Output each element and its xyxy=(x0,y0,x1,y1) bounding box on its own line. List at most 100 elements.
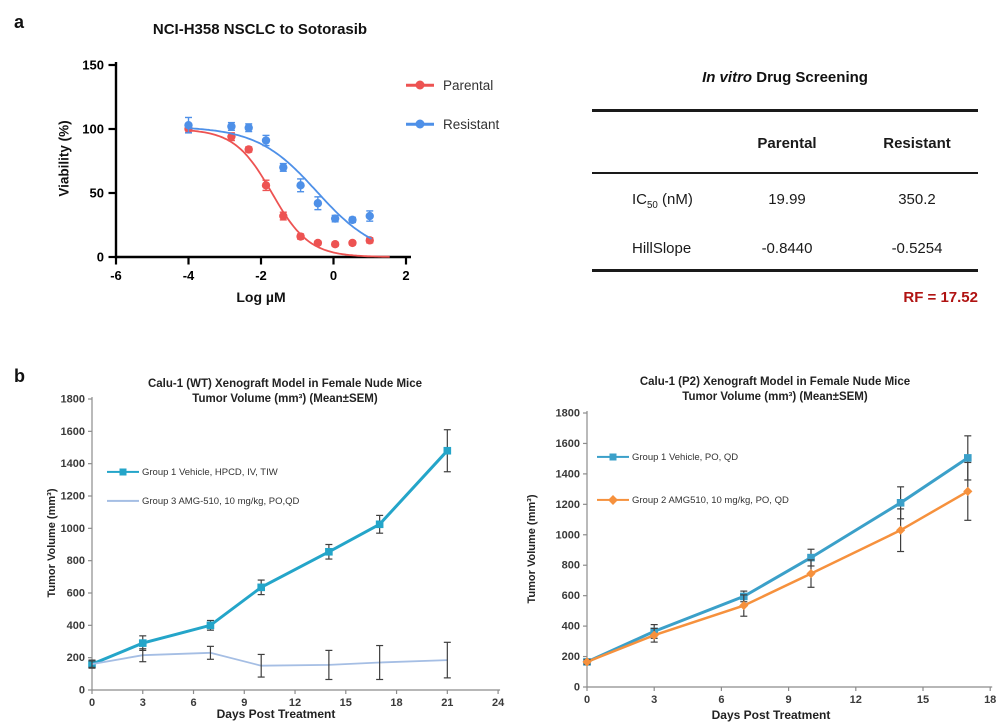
table-header-row: Parental Resistant xyxy=(560,133,980,155)
xeno-y-tick-label: 1800 xyxy=(61,393,85,405)
xenograft-wt-legend: Group 1 Vehicle, HPCD, IV, TIW Group 3 A… xyxy=(107,464,299,522)
table-mid-rule xyxy=(592,172,978,174)
dose-series-parental xyxy=(184,124,390,258)
data-point xyxy=(964,454,972,462)
ic50-parental-value: 19.99 xyxy=(768,191,806,208)
legend-item-parental: Parental xyxy=(406,73,499,97)
xeno-x-tick-label: 0 xyxy=(584,694,590,706)
resistant-marker-icon xyxy=(406,118,434,130)
xeno-y-tick-label: 1400 xyxy=(556,468,580,480)
data-point xyxy=(313,238,323,248)
legend-item-group3-amg510: Group 3 AMG-510, 10 mg/kg, PO,QD xyxy=(107,493,299,509)
data-point xyxy=(443,446,452,455)
data-point xyxy=(348,238,357,248)
xeno-y-tick-label: 0 xyxy=(574,682,580,694)
data-point xyxy=(206,621,215,630)
dose-x-tick-label: -2 xyxy=(255,268,267,283)
legend-item-resistant: Resistant xyxy=(406,112,499,136)
drug-screening-table: In vitro Drug Screening Parental Resista… xyxy=(560,55,980,325)
xeno-x-tick-label: 6 xyxy=(718,694,724,706)
xeno-x-tick-label: 24 xyxy=(492,697,505,709)
dose-x-tick-label: -4 xyxy=(183,268,195,283)
data-point xyxy=(330,240,340,249)
dose-chart-svg: 0 50 100 150 -6 -4 -2 0 2 xyxy=(82,58,411,283)
xeno-x-tick-label: 3 xyxy=(651,694,657,706)
xenograft-wt-svg: 0 200 400 600 800 1000 1200 1400 1600 1800 0 3 6 9 12 1… xyxy=(61,393,506,709)
xeno-y-tick-label: 1400 xyxy=(61,458,85,470)
xeno-x-tick-label: 3 xyxy=(140,697,146,709)
xeno-x-tick-label: 15 xyxy=(917,694,929,706)
xenograft-chart-wt: 0 200 400 600 800 1000 1200 1400 1600 1800 0 3 6 9 12 1… xyxy=(30,365,520,725)
data-point xyxy=(330,214,340,223)
legend-label-parental: Parental xyxy=(443,77,494,93)
xeno-axes: 0 200 400 600 800 1000 1200 1400 1600 1800 0 3 6 9 12 1… xyxy=(61,393,506,709)
data-point xyxy=(184,120,193,130)
xeno-x-tick-label: 18 xyxy=(984,694,996,706)
data-point xyxy=(806,568,816,579)
xeno-y-tick-label: 1600 xyxy=(556,438,580,450)
data-point xyxy=(296,232,305,241)
xeno-y-tick-label: 1200 xyxy=(61,490,85,502)
xeno-axes: 0 200 400 600 800 1000 1200 1400 1600 1800 0 3 6 9 12 1… xyxy=(556,408,997,706)
hillslope-label: HillSlope xyxy=(632,240,692,257)
data-point xyxy=(244,145,253,154)
hillslope-parental-value: -0.8440 xyxy=(761,240,813,257)
table-title-rest: Drug Screening xyxy=(752,69,868,86)
group3-marker-icon xyxy=(107,496,139,506)
xeno-series xyxy=(88,641,451,681)
xeno-x-tick-label: 9 xyxy=(786,694,792,706)
series-line xyxy=(91,651,448,667)
dose-x-axis-label: Log µM xyxy=(236,289,286,305)
xeno-x-tick-label: 12 xyxy=(850,694,862,706)
xeno-series xyxy=(88,429,452,669)
xeno-x-tick-label: 21 xyxy=(441,697,453,709)
data-point xyxy=(313,199,323,208)
xenograft-p2-title: Calu-1 (P2) Xenograft Model in Female Nu… xyxy=(639,376,911,403)
xenograft-p2-y-axis-label: Tumor Volume (mm³) xyxy=(526,494,538,604)
xeno-y-tick-label: 800 xyxy=(562,560,580,572)
table-row-ic50: IC50 (nM) 19.99 350.2 xyxy=(560,189,980,211)
panel-b-label: b xyxy=(14,366,25,386)
xenograft-wt-title: Calu-1 (WT) Xenograft Model in Female Nu… xyxy=(147,378,423,405)
xenograft-chart-p2: 0 200 400 600 800 1000 1200 1400 1600 1800 0 3 6 9 12 1… xyxy=(520,365,1000,725)
xeno-x-tick-label: 15 xyxy=(340,697,352,709)
xeno-x-tick-label: 6 xyxy=(190,697,196,709)
xeno-y-tick-label: 200 xyxy=(562,651,580,663)
panel-a-label: a xyxy=(14,12,25,32)
dose-x-tick-label: 2 xyxy=(402,268,409,283)
table-bottom-rule xyxy=(592,269,978,272)
xeno-x-tick-label: 0 xyxy=(89,697,95,709)
xeno-x-tick-label: 12 xyxy=(289,697,301,709)
xeno-y-tick-label: 600 xyxy=(67,587,85,599)
dose-response-chart: 0 50 100 150 -6 -4 -2 0 2 NCI-H358 NSCLC to Soto… xyxy=(0,0,540,330)
data-point xyxy=(649,630,659,640)
data-point xyxy=(257,583,265,592)
legend-label-resistant: Resistant xyxy=(443,116,500,132)
table-title-italic: In vitro xyxy=(702,69,753,86)
xeno-y-tick-label: 800 xyxy=(67,555,85,567)
xeno-y-tick-label: 400 xyxy=(562,621,580,633)
xeno-x-tick-label: 18 xyxy=(390,697,402,709)
xeno-series xyxy=(582,461,973,667)
xenograft-p2-legend: Group 1 Vehicle, PO, QD Group 2 AMG510, … xyxy=(597,449,789,535)
xeno-y-tick-label: 1200 xyxy=(556,499,580,511)
dose-series-resistant xyxy=(184,116,374,240)
xenograft-p2-x-axis-label: Days Post Treatment xyxy=(711,708,831,722)
legend-item-group2-amg510: Group 2 AMG510, 10 mg/kg, PO, QD xyxy=(597,492,789,508)
xeno-x-tick-label: 9 xyxy=(241,697,247,709)
table-row-hillslope: HillSlope -0.8440 -0.5254 xyxy=(560,238,980,260)
xeno-y-tick-label: 1000 xyxy=(556,529,580,541)
dose-y-tick-label: 150 xyxy=(82,58,104,73)
group2-marker-icon xyxy=(597,495,629,505)
dose-y-tick-label: 0 xyxy=(97,250,104,265)
group1-marker-icon xyxy=(107,467,139,477)
xeno-y-tick-label: 400 xyxy=(67,620,85,632)
xeno-y-tick-label: 600 xyxy=(562,590,580,602)
data-point xyxy=(296,181,305,190)
dose-y-axis-label: Viability (%) xyxy=(56,120,72,197)
xeno-y-tick-label: 1800 xyxy=(556,408,580,420)
data-point xyxy=(261,136,271,145)
legend-item-group1-vehicle: Group 1 Vehicle, PO, QD xyxy=(597,449,789,465)
header-parental: Parental xyxy=(757,135,817,152)
